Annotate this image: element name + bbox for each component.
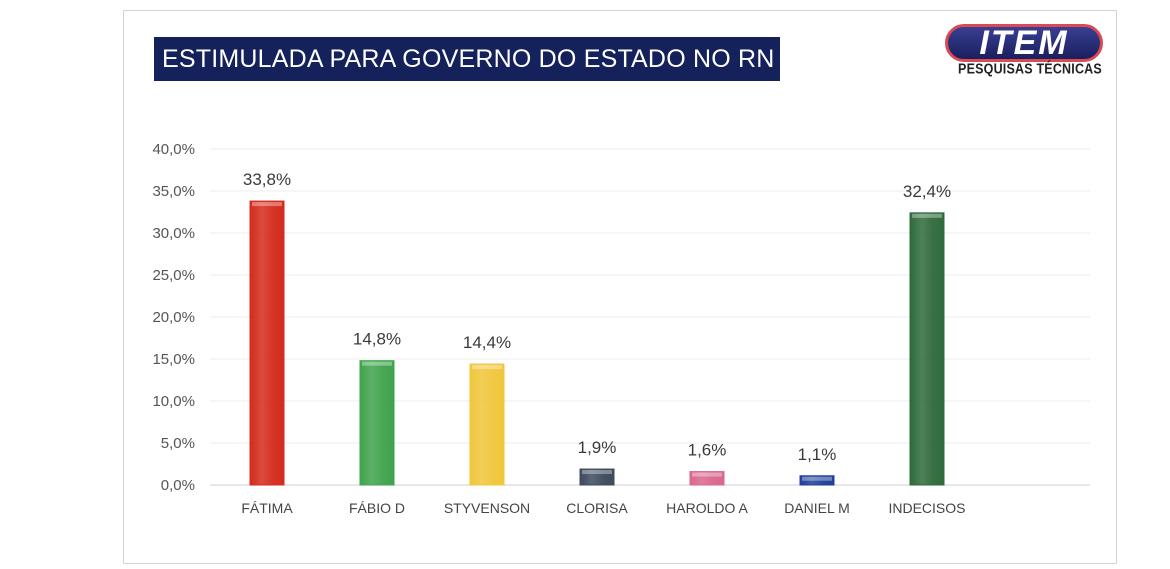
data-label: 33,8% (243, 170, 291, 189)
bar-highlight (582, 470, 612, 475)
y-tick-label: 30,0% (152, 225, 195, 242)
y-tick-label: 20,0% (152, 309, 195, 326)
bar-highlight (472, 365, 502, 370)
y-tick-label: 35,0% (152, 183, 195, 200)
x-category-label: CLORISA (566, 500, 628, 516)
bar-f-bio-d (359, 360, 395, 486)
data-label: 1,6% (688, 441, 727, 460)
x-category-label: INDECISOS (888, 500, 965, 516)
bar-highlight (692, 472, 722, 477)
bar-highlight (912, 213, 942, 218)
data-label: 1,1% (798, 445, 837, 464)
data-label: 1,9% (578, 438, 617, 457)
x-category-label: FÁTIMA (241, 500, 293, 516)
x-category-label: DANIEL M (784, 500, 850, 516)
y-tick-label: 25,0% (152, 267, 195, 284)
bar-f-tima (249, 200, 285, 486)
data-label: 14,4% (463, 333, 511, 352)
x-category-label: FÁBIO D (349, 500, 405, 516)
y-tick-label: 0,0% (161, 477, 195, 494)
y-tick-label: 10,0% (152, 393, 195, 410)
bar-daniel-m (799, 475, 835, 486)
data-label: 14,8% (353, 330, 401, 349)
bar-clorisa (579, 468, 615, 486)
bar-highlight (252, 202, 282, 207)
chart-frame (123, 10, 1117, 564)
chart-title: ESTIMULADA PARA GOVERNO DO ESTADO NO RN (154, 37, 780, 81)
logo-badge: ITEM (945, 24, 1103, 62)
logo-main-text: ITEM (979, 24, 1069, 62)
bar-indecisos (909, 212, 945, 486)
y-tick-label: 5,0% (161, 435, 195, 452)
y-tick-label: 15,0% (152, 351, 195, 368)
bar-haroldo-a (689, 471, 725, 486)
bar-highlight (362, 361, 392, 366)
item-logo: ITEM PESQUISAS TÉCNICAS (945, 24, 1105, 80)
bar-styvenson (469, 363, 505, 486)
bar-highlight (802, 476, 832, 481)
logo-subtitle: PESQUISAS TÉCNICAS (958, 60, 1102, 78)
y-tick-label: 40,0% (152, 141, 195, 158)
x-category-label: STYVENSON (444, 500, 530, 516)
x-category-label: HAROLDO A (666, 500, 748, 516)
data-label: 32,4% (903, 182, 951, 201)
